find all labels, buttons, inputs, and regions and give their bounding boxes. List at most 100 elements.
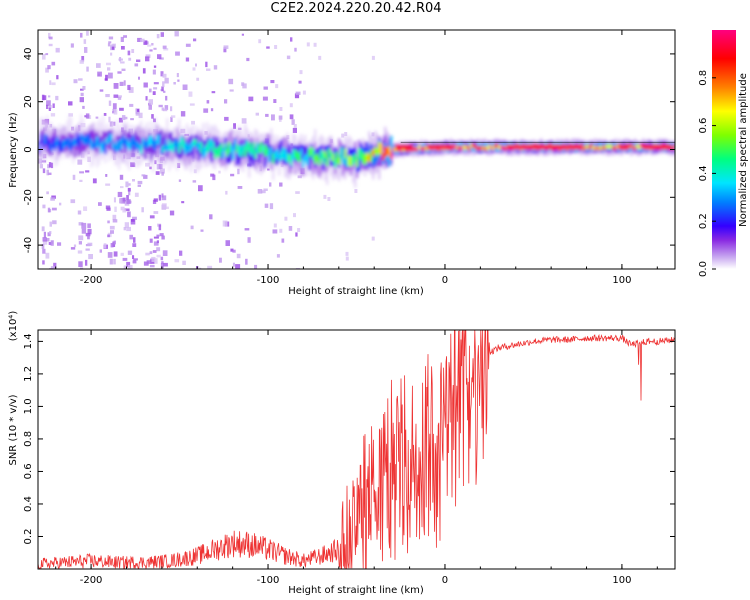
ridge-cell (140, 144, 143, 154)
ridge-cell (470, 143, 473, 148)
ridge-cell (308, 148, 311, 157)
noise-speck (149, 88, 152, 93)
ridge-cell (356, 158, 359, 168)
ridge-cell (64, 139, 67, 147)
ridge-cell (242, 144, 245, 153)
ridge-cell (80, 138, 83, 154)
ridge-cell (346, 156, 349, 167)
ridge-cell (334, 158, 337, 168)
noise-speck (81, 56, 85, 62)
ridge-cell (372, 149, 375, 157)
ridge-cell (78, 136, 81, 148)
noise-speck (248, 96, 254, 102)
noise-speck (80, 32, 83, 38)
ridge-cell (296, 152, 299, 161)
ridge-cell (256, 142, 259, 154)
ridge-cell (62, 139, 65, 150)
colorbar-tick-label: 0.8 (698, 70, 709, 86)
noise-speck (85, 113, 90, 119)
noise-speck (267, 168, 270, 171)
ridge-cell (306, 154, 309, 165)
noise-speck (49, 221, 52, 227)
noise-speck (132, 179, 135, 182)
noise-speck (49, 80, 52, 85)
ridge-cell (606, 144, 609, 149)
ridge-cell (344, 148, 347, 159)
ridge-cell (124, 138, 127, 150)
noise-speck (82, 105, 85, 109)
x-tick-label: -200 (80, 575, 103, 586)
ridge-cell (278, 144, 281, 157)
noise-speck (146, 260, 152, 264)
ridge-cell (258, 143, 261, 163)
noise-speck (254, 264, 258, 269)
noise-speck (271, 114, 275, 121)
ridge-cell (278, 154, 281, 162)
noise-speck (178, 179, 182, 182)
y-tick-label: -20 (23, 189, 34, 205)
ridge-cell (300, 147, 303, 176)
x-tick-label: 100 (612, 275, 631, 286)
noise-speck (110, 52, 113, 56)
noise-speck (42, 168, 46, 174)
noise-speck (192, 67, 196, 71)
ridge-cell (342, 145, 345, 165)
ridge-cell (110, 134, 113, 142)
noise-speck (237, 186, 243, 189)
ridge-cell (248, 147, 251, 167)
noise-speck (98, 202, 102, 206)
noise-speck (110, 243, 114, 248)
noise-speck (77, 250, 83, 254)
ridge-cell (80, 133, 83, 141)
ridge-cell (504, 146, 507, 151)
ridge-cell (70, 141, 73, 151)
ridge-cell (368, 153, 371, 163)
ridge-cell (486, 146, 489, 151)
noise-speck (155, 171, 160, 175)
noise-speck (270, 80, 275, 84)
noise-speck (126, 226, 131, 232)
noise-speck (113, 197, 116, 203)
ridge-cell (206, 143, 209, 153)
noise-speck (125, 181, 129, 188)
ridge-cell (468, 142, 471, 150)
noise-speck (258, 39, 262, 44)
noise-speck (118, 58, 123, 61)
ridge-cell (210, 144, 213, 163)
noise-speck (45, 53, 49, 56)
ridge-cell (418, 145, 421, 149)
ridge-hot-band (395, 144, 414, 150)
spectrogram-image (38, 30, 675, 269)
ridge-cell (102, 139, 105, 151)
noise-speck (99, 89, 104, 92)
noise-speck (70, 247, 76, 250)
noise-speck (137, 180, 143, 185)
ridge-cell (498, 145, 501, 150)
ridge-cell (106, 137, 109, 145)
ridge-cell (166, 144, 169, 152)
ridge-cell (602, 146, 605, 150)
colorbar-label: Normalized spectral amplitude (738, 73, 749, 227)
ridge-cell (268, 144, 271, 157)
noise-speck (92, 178, 97, 184)
noise-speck (149, 49, 153, 52)
noise-speck (152, 91, 156, 95)
noise-speck (224, 99, 228, 104)
noise-speck (153, 82, 159, 85)
noise-speck (235, 264, 241, 269)
noise-speck (293, 213, 296, 218)
ridge-cell (254, 151, 257, 159)
ridge-cell (600, 145, 603, 150)
noise-speck (153, 198, 158, 202)
noise-speck (129, 234, 133, 240)
noise-speck (255, 112, 259, 116)
noise-speck (159, 233, 164, 237)
ridge-cell (474, 144, 477, 149)
ridge-cell (58, 139, 61, 151)
noise-speck (145, 54, 151, 58)
noise-speck (159, 57, 164, 60)
noise-speck (148, 99, 153, 105)
ridge-cell (214, 148, 217, 159)
spectrogram-x-label: Height of straight line (km) (288, 286, 424, 297)
ridge-cell (304, 146, 307, 161)
